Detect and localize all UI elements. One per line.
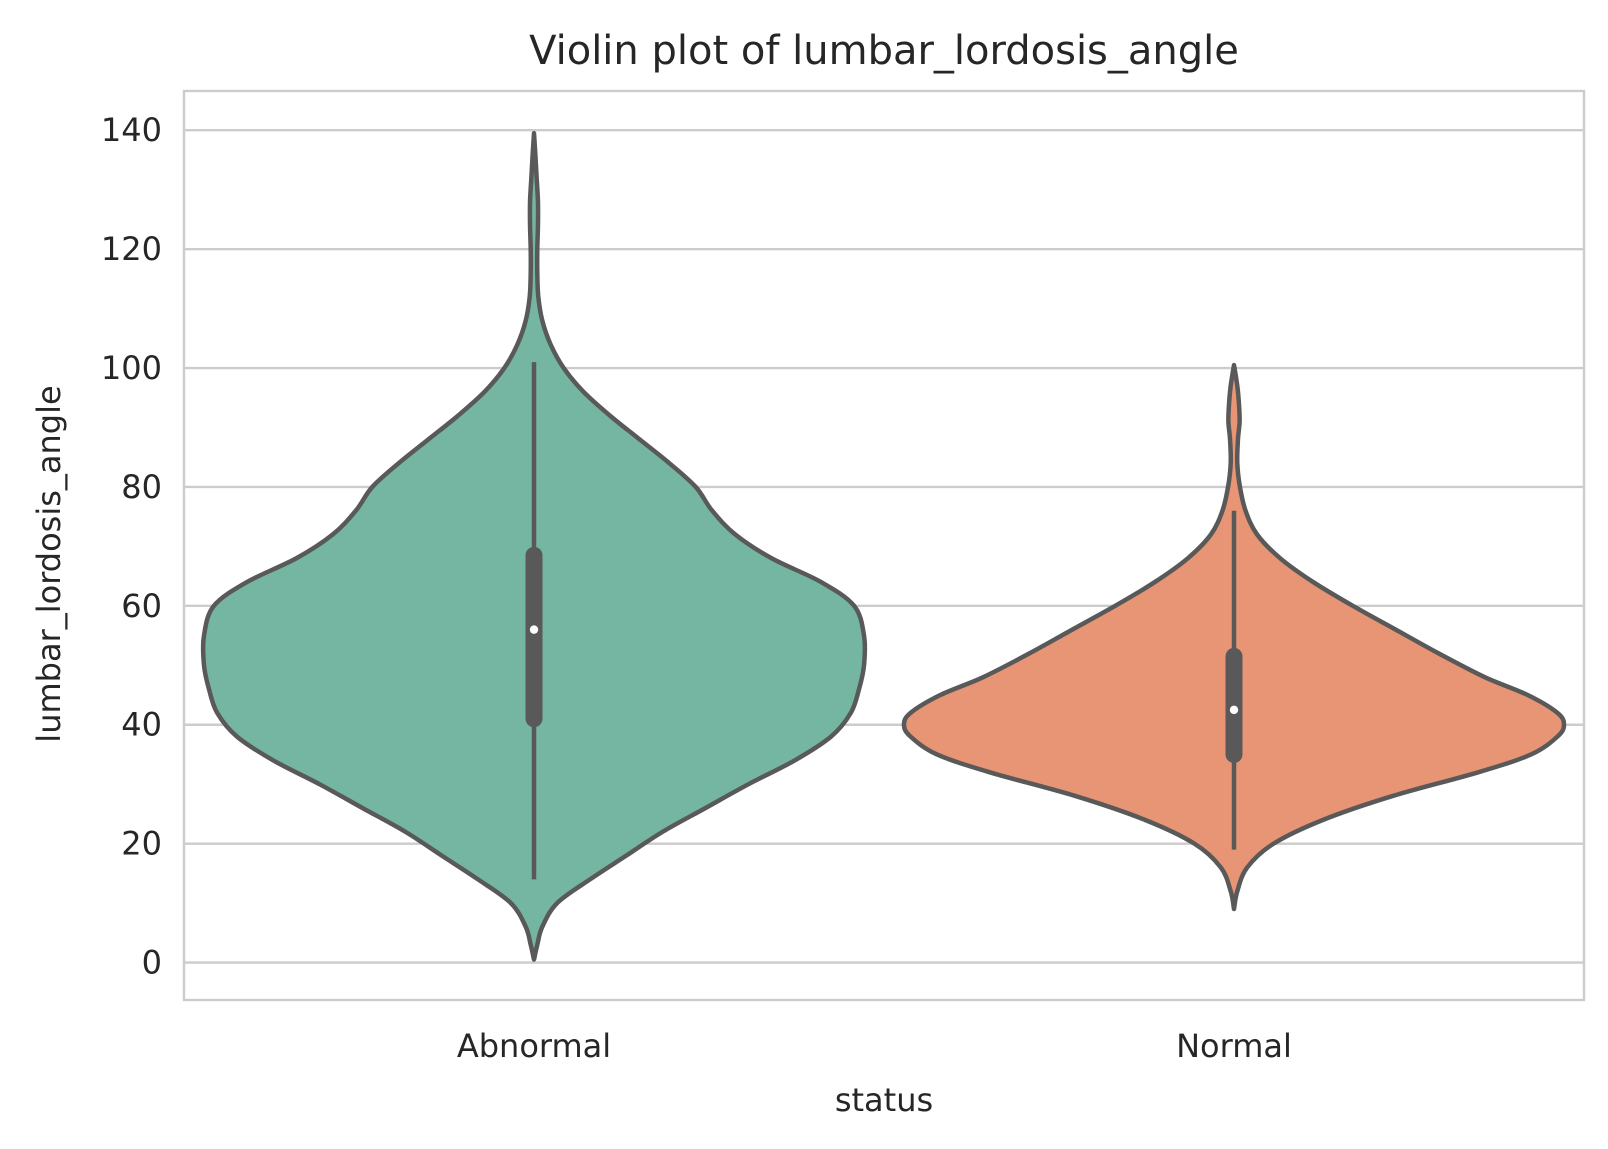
x-tick-labels: Abnormal Normal — [457, 1027, 1292, 1065]
x-tick-label-normal: Normal — [1176, 1027, 1292, 1065]
violin-abnormal — [200, 130, 868, 962]
x-tick-label-abnormal: Abnormal — [457, 1027, 611, 1065]
y-tick-label-120: 120 — [101, 230, 162, 268]
y-tick-label-100: 100 — [101, 349, 162, 387]
y-tick-label-140: 140 — [101, 111, 162, 149]
y-tick-labels: 0 20 40 60 80 100 120 140 — [101, 111, 162, 981]
y-tick-label-0: 0 — [142, 944, 162, 982]
y-tick-label-60: 60 — [121, 587, 162, 625]
plot-frame — [182, 89, 1586, 1002]
y-tick-label-40: 40 — [121, 706, 162, 744]
violins — [200, 130, 1567, 962]
violin-normal — [901, 362, 1567, 912]
y-tick-label-80: 80 — [121, 468, 162, 506]
y-axis-label: lumbar_lordosis_angle — [30, 385, 68, 742]
chart-title: Violin plot of lumbar_lordosis_angle — [529, 28, 1239, 74]
y-tick-label-20: 20 — [121, 825, 162, 863]
median-point-abnormal — [529, 625, 539, 634]
median-point-normal — [1229, 705, 1239, 715]
x-axis-label: status — [835, 1081, 933, 1119]
